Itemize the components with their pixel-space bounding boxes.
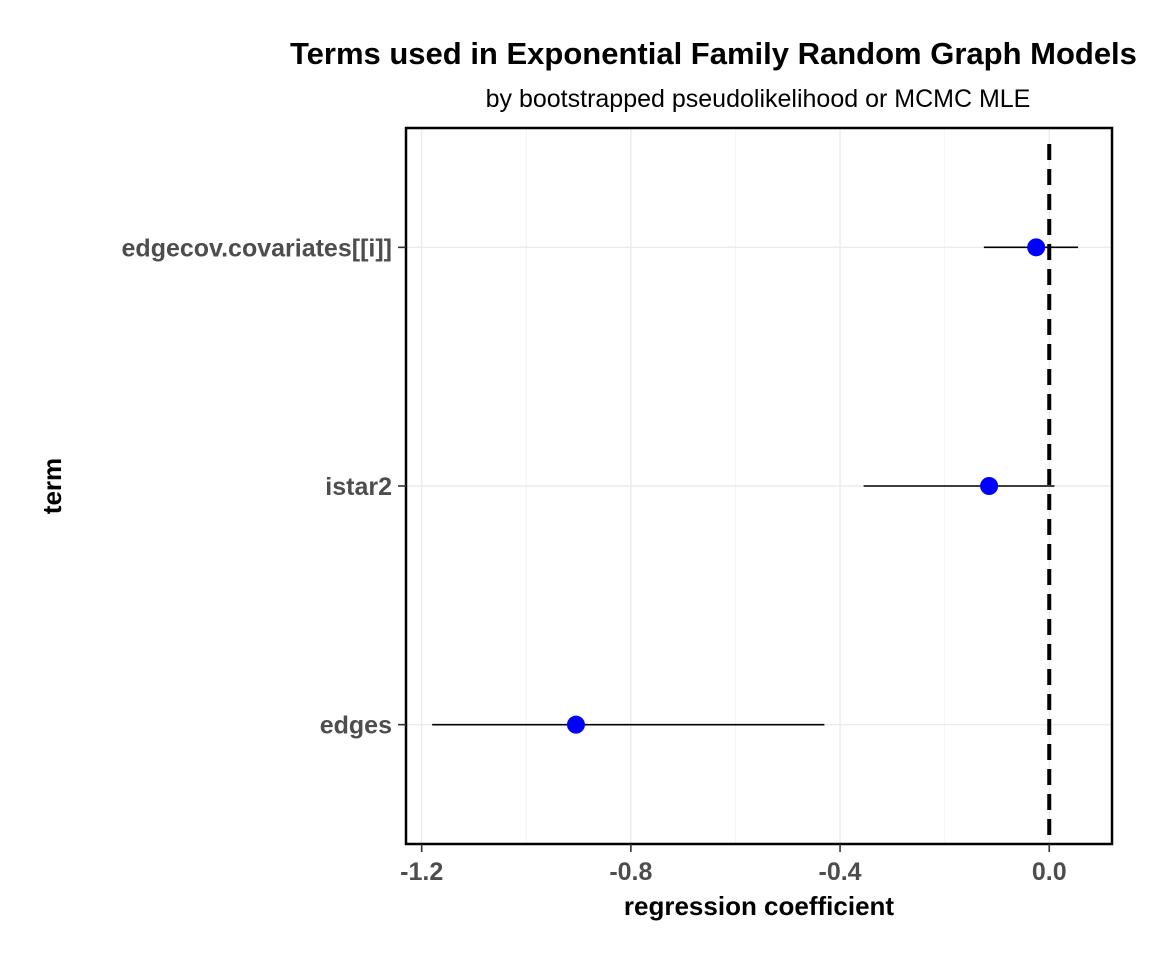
- estimate-point: [566, 715, 585, 734]
- x-tick-label: -0.8: [609, 858, 652, 886]
- estimate-point: [980, 477, 999, 495]
- x-axis-title: regression coefficient: [624, 891, 895, 921]
- data-marks: [432, 238, 1079, 734]
- y-axis: edgecov.covariates[[i]] istar2 edges: [122, 234, 406, 740]
- y-axis-title: term: [37, 458, 67, 514]
- y-tick-label: edgecov.covariates[[i]]: [122, 234, 392, 262]
- chart-subtitle: by bootstrapped pseudolikelihood or MCMC…: [486, 85, 1031, 113]
- x-tick-label: -0.4: [819, 858, 862, 886]
- y-tick-label: istar2: [325, 473, 392, 501]
- chart-title: Terms used in Exponential Family Random …: [290, 36, 1137, 71]
- y-tick-label: edges: [320, 712, 392, 740]
- x-tick-label: -1.2: [400, 858, 443, 886]
- estimate-point: [1027, 238, 1046, 257]
- x-axis: -1.2 -0.8 -0.4 0.0: [400, 844, 1067, 886]
- x-tick-label: 0.0: [1032, 858, 1067, 886]
